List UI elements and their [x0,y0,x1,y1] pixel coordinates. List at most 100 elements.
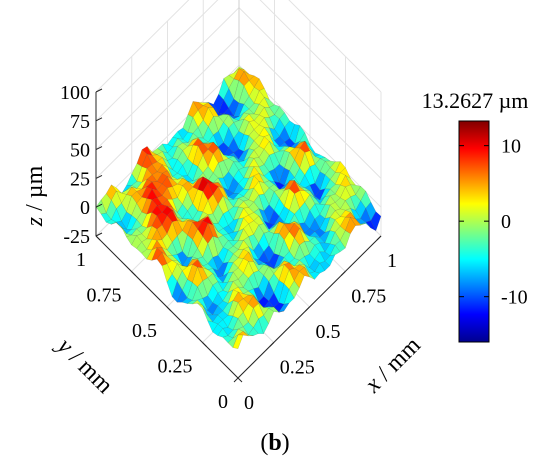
surface-patch [166,255,178,261]
grid-line [95,64,240,208]
z-tick-label: 75 [70,111,90,133]
surface-patch [248,120,260,130]
y-tick-label: 1 [76,249,86,271]
y-tick-mark [131,271,136,276]
surface-patch [299,222,310,234]
x-tick-mark [340,271,346,276]
surface-patch [105,219,117,225]
y-tick-label: 0.5 [132,320,157,342]
y-axis-ticks: 0 0.250.5 0.751 [76,235,243,413]
surface-patch [289,223,300,239]
surface-patch [167,205,178,218]
surface-patch [242,331,254,337]
surface-patch [294,180,306,191]
surface-patch [202,141,214,150]
surface-patch [166,176,178,187]
surface-patch [304,253,315,269]
surface-patch [161,157,173,171]
surface-patch [299,241,310,257]
surface-patch [253,146,265,158]
surface-patch [289,159,300,178]
surface-patch [309,150,321,165]
surface-patch [223,188,235,201]
surface-patch [243,294,254,305]
y-tick-label: 0.25 [158,356,193,378]
x-tick-label: 0 [244,392,254,414]
surface-patch [299,256,310,269]
colorbar-tick-label: -10 [501,287,528,309]
grid-line [95,0,190,93]
surface-patch [151,171,163,182]
surface-patch [197,216,209,222]
surface-patch [156,157,168,168]
surface-patch [324,230,336,244]
surface-patch [258,193,270,212]
surface-patch [309,271,321,280]
surface-patch [253,173,265,184]
y-tick-mark [237,377,243,383]
surface-mesh [95,66,382,349]
grid-line [95,7,240,150]
surface-patch [227,281,239,293]
surface-patch [350,194,361,211]
surface-patch [269,104,280,116]
surface-patch [263,223,275,232]
surface-patch [278,283,290,305]
surface-patch [304,266,315,280]
surface-patch [217,281,229,291]
surface-patch [233,161,245,171]
surface-patch [151,154,163,163]
surface-patch [294,190,305,209]
surface-patch [248,149,260,159]
surface-patch [370,211,382,232]
surface-patch [238,134,250,152]
surface-patch [192,228,203,249]
surface-patch [166,273,178,298]
colorbar [458,120,490,343]
surface-patch [213,130,224,148]
surface-patch [350,184,361,196]
surface-patch [218,177,229,191]
surface-patch [268,273,280,294]
surface-patch [238,68,250,75]
surface-patch [222,335,234,343]
y-axis-label: y / mm [51,332,118,399]
z-tick-mark [95,146,103,151]
surface-patch [284,188,295,211]
surface-patch [274,136,285,147]
surface-patch [273,233,285,256]
surface-patch [279,150,290,169]
colorbar-ticks: 10 0 -10 [459,136,528,309]
surface-patch [258,262,269,267]
surface-patch [309,164,321,184]
y-tick-label: 0 [218,391,228,413]
surface-patch [115,220,127,230]
surface-patch [314,158,326,173]
surface-patch [232,334,244,349]
surface-patch [288,280,300,299]
surface-patch [248,87,260,104]
surface-patch [95,199,107,215]
x-tick-mark [305,306,310,312]
surface-patch [172,146,183,160]
grid-line [95,0,219,122]
x-tick-label: 0.5 [316,321,341,343]
surface-patch [212,273,224,284]
z-tick-mark [95,117,103,122]
surface-patch [207,235,219,258]
surface-patch [182,175,194,182]
surface-patch [273,264,285,281]
x-tick-mark [376,235,382,241]
z-axis-ticks: -25 0 25 50 75 100 [60,82,103,248]
surface-patch [355,218,366,226]
surface-patch [319,204,331,219]
surface-patch [324,217,336,233]
surface-patch [233,248,244,259]
y-tick-mark [202,342,207,347]
x-tick-label: 0.25 [280,357,315,379]
surface-patch [264,107,275,118]
surface-patch [161,263,173,283]
z-tick-label: -25 [63,226,90,248]
surface-patch [314,228,326,238]
surface-patch [243,166,255,179]
